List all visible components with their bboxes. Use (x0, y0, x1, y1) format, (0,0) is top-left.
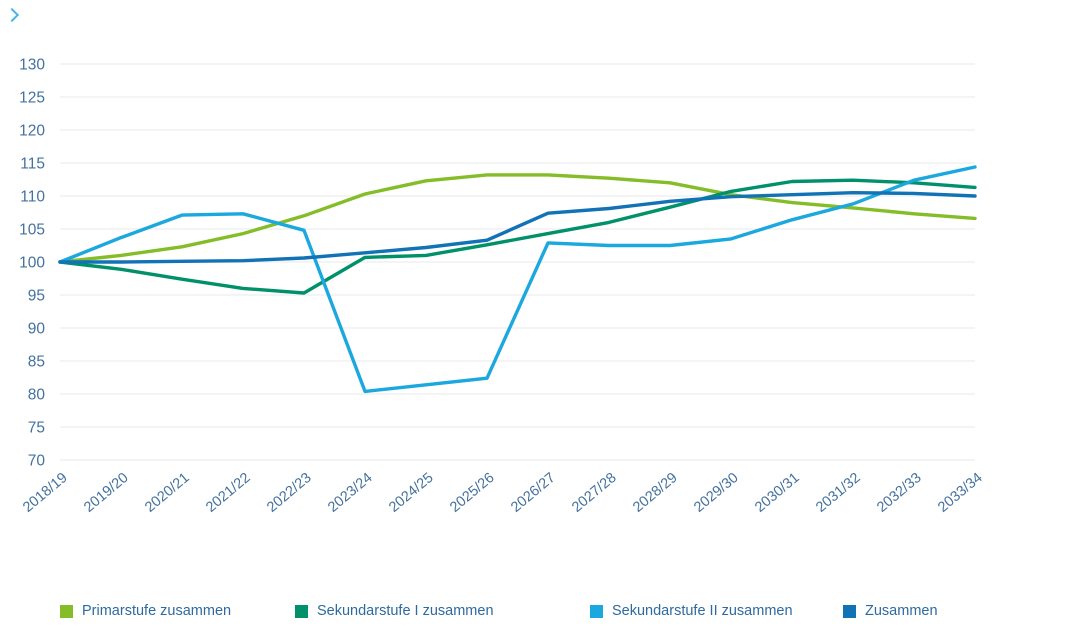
legend-swatch-zusammen (843, 604, 856, 618)
series-line-sekundarstufe-2 (58, 165, 977, 394)
y-tick-label: 120 (19, 123, 45, 140)
x-tick-label: 2032/33 (874, 470, 924, 516)
chart-legend: Primarstufe zusammen Sekundarstufe I zus… (0, 603, 1080, 623)
y-tick-label: 110 (20, 189, 45, 206)
x-tick-label: 2026/27 (508, 470, 558, 516)
y-tick-label: 105 (19, 222, 45, 239)
y-tick-label: 100 (19, 255, 45, 272)
x-tick-label: 2023/24 (325, 470, 375, 516)
x-tick-label: 2018/19 (20, 470, 70, 516)
y-tick-label: 125 (19, 90, 45, 107)
legend-label: Zusammen (865, 603, 938, 619)
x-tick-label: 2027/28 (569, 470, 619, 516)
x-tick-label: 2025/26 (447, 470, 497, 516)
x-tick-label: 2022/23 (264, 470, 314, 516)
y-tick-label: 95 (28, 288, 45, 305)
x-tick-label: 2028/29 (630, 470, 680, 516)
trend-line-chart: 70 75 80 85 90 95 100 105 110 115 120 125 130 2018/19… (19, 57, 985, 516)
y-tick-label: 80 (28, 387, 46, 404)
series-line-zusammen (58, 190, 977, 264)
x-tick-label: 2031/32 (813, 470, 863, 516)
legend-label: Sekundarstufe II zusammen (612, 603, 793, 619)
legend-swatch-primarstufe (60, 604, 73, 618)
y-tick-label: 90 (28, 321, 46, 338)
legend-swatch-sekundarstufe-1 (295, 604, 308, 618)
chart-canvas: 70 75 80 85 90 95 100 105 110 115 120 125 130 2018/19… (19, 57, 985, 516)
y-tick-label: 85 (28, 354, 45, 371)
x-tick-label: 2024/25 (386, 470, 436, 516)
legend-swatch-sekundarstufe-2 (590, 604, 603, 618)
x-tick-label: 2030/31 (752, 470, 802, 516)
legend-label: Primarstufe zusammen (82, 603, 232, 619)
x-tick-label: 2020/21 (142, 470, 192, 516)
y-tick-label: 130 (19, 57, 45, 74)
y-tick-label: 75 (28, 420, 45, 437)
series-line-primarstufe (58, 173, 977, 264)
x-tick-label: 2029/30 (691, 470, 741, 516)
legend-item-sekundarstufe-2[interactable]: Sekundarstufe II zusammen (590, 603, 793, 619)
legend-item-sekundarstufe-1[interactable]: Sekundarstufe I zusammen (295, 603, 494, 619)
legend-item-primarstufe[interactable]: Primarstufe zusammen (60, 603, 231, 619)
y-tick-label: 115 (20, 156, 45, 173)
x-tick-label: 2033/34 (935, 470, 985, 516)
x-tick-label: 2021/22 (203, 470, 253, 516)
y-tick-label: 70 (28, 453, 46, 470)
legend-item-zusammen[interactable]: Zusammen (843, 603, 938, 619)
legend-label: Sekundarstufe I zusammen (317, 603, 494, 619)
x-tick-label: 2019/20 (81, 470, 131, 516)
series-line-sekundarstufe-1 (58, 178, 977, 295)
